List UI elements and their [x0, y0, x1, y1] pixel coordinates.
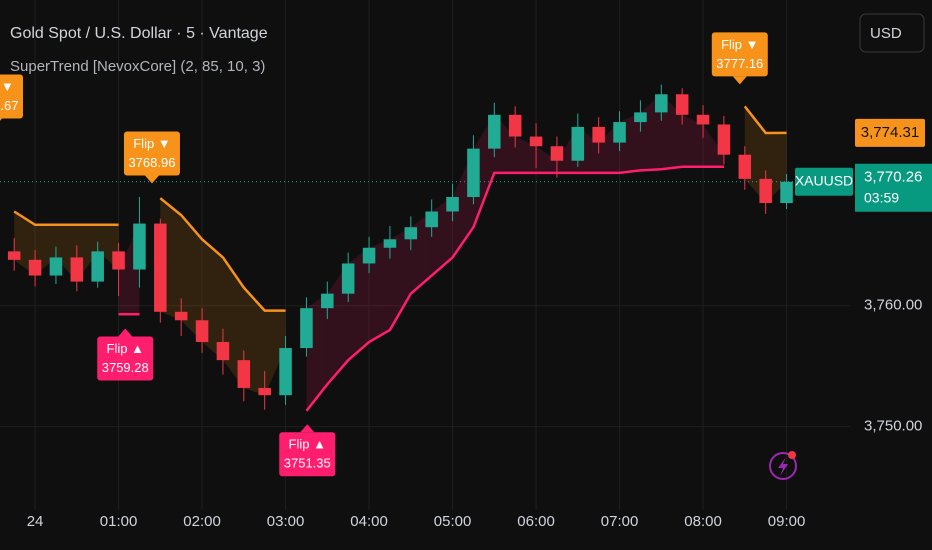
trend-fill [181, 215, 203, 343]
trend-fill [369, 239, 390, 343]
candle-body [780, 181, 793, 204]
currency[interactable]: USD [870, 25, 902, 42]
trend-line [159, 197, 286, 312]
flip-pointer [732, 76, 747, 85]
flip-pointer [300, 424, 315, 433]
candle-body [49, 257, 63, 276]
candle-body [655, 94, 668, 113]
trend-line [305, 165, 724, 412]
x-tick-label: 08:00 [684, 513, 722, 530]
candle-body [550, 146, 564, 161]
candle-body [675, 94, 689, 115]
candle-body [592, 126, 605, 143]
candle-body [237, 360, 251, 388]
x-tick-label: 07:00 [601, 513, 639, 530]
candle-body [7, 251, 21, 260]
flip-box [97, 336, 154, 381]
x-tick-label: 24 [27, 513, 44, 530]
trend-line [13, 210, 119, 227]
candle-body [571, 126, 585, 161]
x-tick-label: 02:00 [183, 513, 221, 530]
x-tick-label: 05:00 [434, 513, 472, 530]
candle-body [216, 342, 230, 361]
candle-body [174, 311, 188, 321]
candle-body [488, 114, 501, 149]
candle-body [508, 114, 522, 137]
candle-body [279, 348, 292, 396]
flip-box [279, 432, 336, 477]
candle-body [425, 211, 438, 228]
candle-body [28, 259, 42, 276]
candle-body [112, 251, 125, 270]
candle-body [91, 251, 104, 282]
plot: Flip ▼ 3773.67 Flip ▼ 3768.96 Flip ▲ 3759.28 F… [0, 32, 850, 477]
flip-label: Flip ▼ [721, 37, 758, 52]
x-tick-label: 03:00 [267, 513, 305, 530]
flip-pointer [0, 118, 2, 121]
flip-value: 3751.35 [284, 456, 331, 471]
alert-icon[interactable] [769, 452, 797, 480]
alert-dot [788, 451, 796, 459]
countdown: 03:59 [864, 189, 899, 205]
flip-box [123, 131, 180, 176]
trend-line [743, 105, 787, 135]
trend-fill [703, 124, 724, 167]
flip-label: Flip ▼ [0, 79, 14, 94]
x-tick-label: 09:00 [768, 513, 806, 530]
candle-body [383, 239, 397, 248]
candle-body [696, 114, 710, 125]
flip-value: 3773.67 [0, 98, 18, 113]
flip-value: 3759.28 [102, 360, 149, 375]
candle-body [634, 112, 647, 123]
flip-value: 3768.96 [128, 155, 175, 170]
flip-label: Flip ▲ [107, 341, 144, 356]
candle-body [133, 223, 146, 270]
candle-body [300, 308, 313, 349]
trend-fill [264, 310, 286, 396]
trend-price-box [855, 118, 925, 147]
candle-body [529, 136, 543, 147]
trend-fill [389, 227, 411, 330]
symbol-box [795, 167, 853, 196]
y-tick-label: 3,750.00 [864, 418, 922, 435]
candle-body [738, 154, 752, 179]
candle-body [70, 257, 84, 282]
x-tick-label: 04:00 [350, 513, 388, 530]
flip-pointer [144, 175, 159, 184]
candle-body [717, 124, 731, 155]
alert-bolt [778, 457, 788, 476]
x-tick-label: 01:00 [100, 513, 138, 530]
candle-body [341, 263, 355, 294]
trend-fill [682, 114, 704, 167]
candle-body [258, 387, 271, 396]
flip-box [711, 32, 768, 77]
flip-box [0, 74, 23, 119]
last-price-box [855, 163, 932, 212]
trend-fill [536, 146, 557, 173]
candle-body [404, 227, 418, 240]
flip-pointer [118, 328, 133, 337]
candle-body [195, 320, 209, 343]
candle-body [362, 247, 376, 264]
trend-price-label: 3,774.31 [861, 124, 919, 141]
flip-label: Flip ▲ [289, 437, 326, 452]
flip-label: Flip ▼ [133, 136, 170, 151]
candle-body [613, 122, 626, 143]
chart-title: Gold Spot / U.S. Dollar · 5 · Vantage [10, 25, 268, 42]
candle-body [446, 196, 459, 212]
last-price-label: 3,770.26 [864, 169, 922, 186]
candle-body [154, 223, 167, 312]
candle-body [759, 178, 772, 204]
candle-body [467, 148, 480, 197]
symbol-label: XAUUSD [795, 172, 853, 188]
currency-button[interactable] [859, 13, 925, 53]
y-tick-label: 3,760.00 [864, 297, 922, 314]
candle-body [321, 293, 334, 309]
x-tick-label: 06:00 [517, 513, 555, 530]
indicator-name: SuperTrend [NevoxCore] (2, 85, 10, 3) [10, 58, 265, 75]
flip-value: 3777.16 [716, 56, 763, 71]
